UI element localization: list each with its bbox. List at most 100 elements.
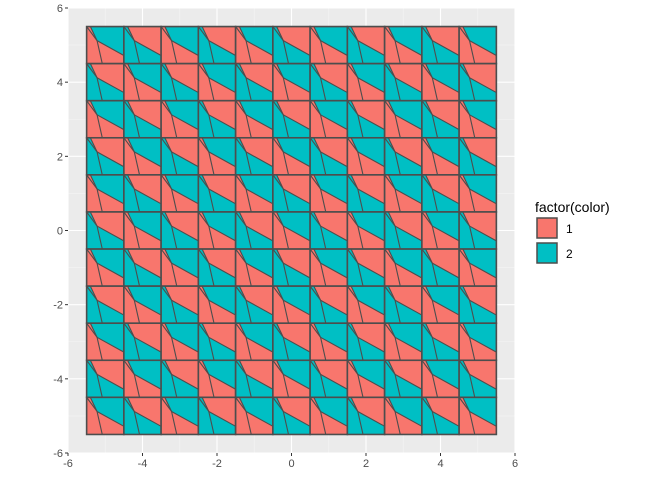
tile-edge: [309, 63, 321, 79]
tile: [160, 396, 200, 436]
tile-edge: [357, 188, 364, 213]
tile: [309, 136, 349, 176]
tile-edge: [86, 359, 98, 375]
tile: [383, 136, 423, 176]
tile: [346, 99, 386, 139]
tile: [85, 62, 125, 102]
tile: [123, 248, 162, 287]
tile-outline: [458, 396, 498, 436]
tile-edge: [384, 248, 396, 264]
tile: [309, 322, 349, 362]
tile-edge: [86, 211, 98, 227]
tile: [85, 322, 125, 362]
tile-edge: [309, 285, 321, 301]
tile: [309, 396, 349, 436]
tile-edge: [245, 337, 252, 361]
tile-edge: [171, 151, 178, 175]
tile-edge: [208, 300, 215, 324]
tile-edge: [431, 151, 439, 175]
tile-edge: [357, 114, 364, 138]
tile-edge: [346, 137, 359, 153]
tile-edge: [309, 174, 321, 190]
tile-edge: [160, 397, 172, 412]
tile-edge: [86, 174, 98, 190]
tile-edge: [357, 151, 364, 175]
tile-edge: [96, 40, 103, 64]
tile: [85, 396, 125, 436]
tile: [383, 248, 423, 287]
tile-edge: [245, 411, 252, 435]
tile-edge: [123, 322, 135, 338]
tile-edge: [86, 63, 98, 79]
tile-edge: [346, 174, 359, 190]
tile-edge: [235, 63, 247, 79]
tile: [421, 174, 460, 213]
tile: [197, 62, 237, 102]
tile: [197, 359, 237, 399]
tile: [234, 248, 274, 287]
tile-edge: [282, 40, 290, 64]
tile-edge: [197, 211, 210, 227]
tile: [234, 99, 274, 139]
tile-edge: [96, 151, 103, 175]
tile-edge: [384, 285, 396, 301]
tile-edge: [384, 26, 396, 41]
tile-edge: [320, 300, 327, 324]
tile-edge: [384, 359, 396, 375]
tile-edge: [133, 374, 141, 398]
tile-edge: [394, 77, 401, 101]
tile: [272, 211, 311, 250]
tile: [234, 396, 274, 436]
tile-edge: [282, 374, 290, 398]
tile-edge: [320, 40, 327, 64]
tile: [346, 359, 386, 399]
tile-edge: [171, 337, 178, 361]
tile-edge: [394, 411, 401, 435]
tile: [272, 25, 311, 65]
y-tick-label: -6: [53, 448, 63, 460]
tile-edge: [197, 397, 210, 412]
tile-edge: [469, 337, 476, 361]
tile: [272, 62, 311, 102]
tile-edge: [431, 374, 439, 398]
tile: [197, 248, 237, 287]
tile-edge: [272, 211, 284, 227]
tile: [160, 211, 200, 250]
tile: [123, 211, 162, 250]
tile: [309, 174, 349, 213]
tile-edge: [133, 77, 141, 101]
tile-edge: [171, 263, 178, 287]
tile-edge: [123, 285, 135, 301]
tile-edge: [282, 114, 290, 138]
tile-edge: [458, 285, 470, 301]
tile-edge: [235, 397, 247, 412]
tile: [272, 285, 311, 325]
tile-edge: [309, 211, 321, 227]
tile: [421, 99, 460, 139]
tile: [160, 136, 200, 176]
tile-edge: [346, 26, 359, 41]
tile: [160, 248, 200, 287]
tile-edge: [282, 77, 290, 101]
tile: [197, 99, 237, 139]
tile: [272, 136, 311, 176]
tile-edge: [123, 174, 135, 190]
tile-edge: [320, 188, 327, 213]
tile-edge: [357, 225, 364, 250]
tile: [458, 285, 498, 325]
tile: [309, 211, 349, 250]
tile-edge: [357, 374, 364, 398]
tile: [123, 136, 162, 176]
tile-edge: [160, 137, 172, 153]
tile-edge: [469, 77, 476, 101]
tile-edge: [133, 188, 141, 213]
legend-label-2: 2: [566, 247, 573, 261]
tile-edge: [133, 225, 141, 250]
tile: [123, 62, 162, 102]
tile-edge: [245, 114, 252, 138]
tile-edge: [421, 174, 433, 190]
tile-edge: [458, 211, 470, 227]
legend: factor(color) 1 2: [535, 199, 610, 264]
legend-label-1: 1: [566, 222, 573, 236]
tile-edge: [320, 77, 327, 101]
